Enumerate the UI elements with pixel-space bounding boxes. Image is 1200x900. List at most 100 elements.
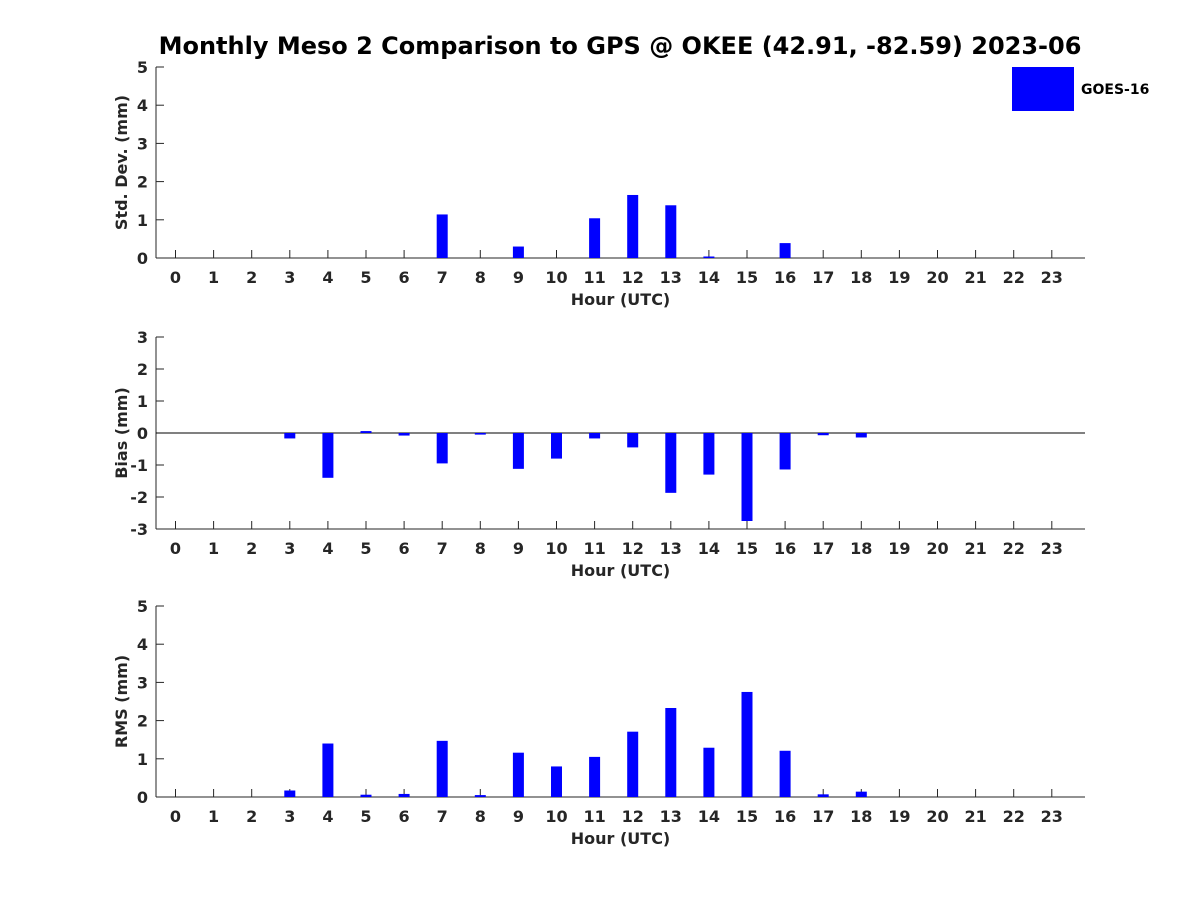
x-tick-label: 22 [1003, 539, 1025, 558]
x-tick-label: 22 [1003, 268, 1025, 287]
x-tick-label: 18 [850, 539, 872, 558]
y-axis-label: Std. Dev. (mm) [112, 95, 131, 230]
x-tick-label: 10 [545, 539, 567, 558]
y-tick-label: 4 [137, 635, 148, 654]
x-tick-label: 16 [774, 539, 796, 558]
bar-rms-8 [474, 795, 486, 797]
x-tick-label: 23 [1041, 539, 1063, 558]
x-tick-label: 2 [246, 539, 257, 558]
x-tick-label: 14 [698, 268, 720, 287]
x-tick-label: 11 [583, 268, 605, 287]
x-tick-label: 23 [1041, 268, 1063, 287]
bar-bias-12 [627, 433, 639, 448]
x-tick-label: 17 [812, 268, 834, 287]
y-tick-label: 1 [137, 750, 148, 769]
y-tick-label: -3 [130, 520, 148, 539]
y-tick-label: 0 [137, 249, 148, 268]
x-tick-label: 12 [622, 268, 644, 287]
x-tick-label: 19 [888, 268, 910, 287]
legend-label: GOES-16 [1081, 82, 1149, 98]
chart-title: Monthly Meso 2 Comparison to GPS @ OKEE … [159, 32, 1082, 60]
bar-bias-3 [284, 433, 296, 439]
y-tick-label: -1 [130, 456, 148, 475]
x-tick-label: 21 [964, 539, 986, 558]
bar-rms-13 [665, 707, 677, 797]
x-tick-label: 13 [660, 539, 682, 558]
y-tick-label: 2 [137, 360, 148, 379]
bar-bias-7 [436, 433, 448, 464]
legend: GOES-16 [1012, 67, 1149, 111]
y-tick-label: 4 [137, 96, 148, 115]
x-tick-label: 14 [698, 807, 720, 826]
x-tick-label: 16 [774, 807, 796, 826]
bar-std-dev-13 [665, 205, 677, 258]
bar-bias-13 [665, 433, 677, 493]
x-tick-label: 8 [475, 268, 486, 287]
x-tick-label: 17 [812, 539, 834, 558]
x-tick-label: 7 [437, 807, 448, 826]
x-tick-label: 15 [736, 807, 758, 826]
x-tick-label: 5 [360, 807, 371, 826]
x-tick-label: 0 [170, 539, 181, 558]
bar-rms-3 [284, 790, 296, 797]
bar-std-dev-14 [703, 256, 715, 258]
x-tick-label: 12 [622, 807, 644, 826]
x-tick-label: 18 [850, 807, 872, 826]
x-tick-label: 13 [660, 807, 682, 826]
x-tick-label: 21 [964, 807, 986, 826]
bar-std-dev-11 [589, 218, 601, 258]
bar-rms-10 [551, 766, 562, 797]
x-tick-label: 20 [926, 539, 948, 558]
y-tick-label: 3 [137, 328, 148, 347]
x-tick-label: 13 [660, 268, 682, 287]
x-tick-label: 1 [208, 268, 219, 287]
x-tick-label: 8 [475, 539, 486, 558]
bar-bias-8 [474, 433, 486, 435]
bar-bias-10 [551, 433, 562, 459]
bar-rms-7 [436, 740, 448, 797]
bar-std-dev-16 [779, 243, 791, 258]
bar-rms-11 [589, 756, 601, 797]
x-tick-label: 17 [812, 807, 834, 826]
bar-bias-9 [512, 433, 524, 469]
x-tick-label: 21 [964, 268, 986, 287]
x-tick-label: 9 [513, 807, 524, 826]
y-tick-label: 3 [137, 134, 148, 153]
x-tick-label: 3 [284, 268, 295, 287]
y-tick-label: 5 [137, 58, 148, 77]
bar-std-dev-7 [436, 214, 448, 258]
bar-rms-9 [512, 752, 524, 797]
x-tick-label: 9 [513, 268, 524, 287]
x-tick-label: 12 [622, 539, 644, 558]
bar-bias-6 [398, 433, 410, 436]
x-tick-label: 10 [545, 268, 567, 287]
bar-bias-11 [589, 433, 601, 439]
x-tick-label: 5 [360, 268, 371, 287]
bar-rms-18 [855, 791, 867, 797]
x-axis-label: Hour (UTC) [571, 290, 671, 309]
x-tick-label: 8 [475, 807, 486, 826]
x-tick-label: 1 [208, 539, 219, 558]
x-tick-label: 22 [1003, 807, 1025, 826]
y-tick-label: 2 [137, 712, 148, 731]
bar-std-dev-12 [627, 194, 639, 258]
x-tick-label: 20 [926, 807, 948, 826]
bar-rms-16 [779, 750, 791, 797]
bar-bias-16 [779, 433, 791, 470]
y-axis-label: Bias (mm) [112, 387, 131, 479]
bar-rms-14 [703, 747, 715, 797]
x-tick-label: 3 [284, 539, 295, 558]
x-tick-label: 18 [850, 268, 872, 287]
x-tick-label: 1 [208, 807, 219, 826]
x-tick-label: 0 [170, 807, 181, 826]
bar-std-dev-9 [512, 246, 524, 258]
bar-rms-6 [398, 793, 410, 797]
x-tick-label: 7 [437, 268, 448, 287]
y-tick-label: 0 [137, 424, 148, 443]
bar-bias-18 [855, 433, 867, 438]
bar-bias-5 [360, 431, 372, 433]
x-tick-label: 5 [360, 539, 371, 558]
x-tick-label: 14 [698, 539, 720, 558]
